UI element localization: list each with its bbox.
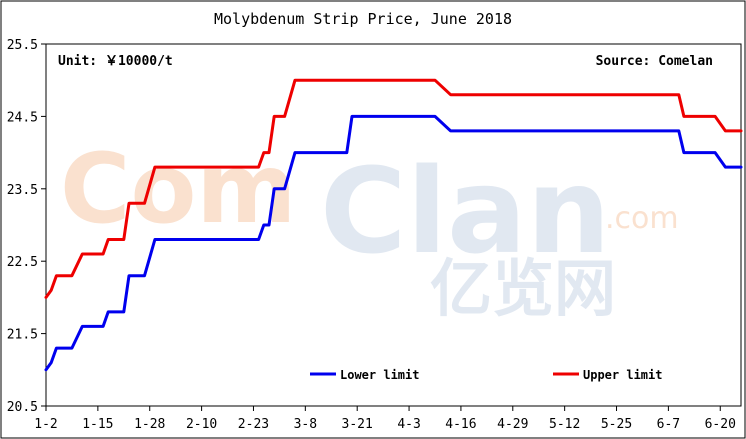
series-line-lower-limit	[44, 114, 743, 372]
series-line-upper-limit	[44, 78, 743, 299]
x-tick-label: 1-15	[82, 417, 113, 432]
source-label: Source: Comelan	[596, 54, 713, 69]
x-tick-label: 2-10	[186, 417, 217, 432]
x-tick-label: 6-7	[657, 417, 680, 432]
watermark-clan: Clan	[320, 142, 611, 280]
x-tick-label: 4-16	[445, 417, 476, 432]
series-group	[44, 78, 743, 372]
plot-area	[45, 43, 742, 407]
y-axis: 25.5 24.5 23.5 22.5 21.5 20.5	[7, 38, 46, 415]
watermark-domain: .com	[605, 201, 679, 236]
y-tick-label: 23.5	[7, 183, 38, 198]
y-tick-label: 21.5	[7, 328, 38, 343]
x-tick-label: 4-3	[397, 417, 420, 432]
watermark-com: Com	[60, 133, 296, 245]
y-tick-label: 25.5	[7, 38, 38, 53]
legend-label-lower: Lower limit	[340, 368, 419, 382]
x-tick-label: 5-25	[601, 417, 632, 432]
y-tick-label: 24.5	[7, 110, 38, 125]
y-tick-label: 20.5	[7, 400, 38, 415]
unit-label: Unit: ￥10000/t	[58, 54, 173, 69]
x-tick-label: 5-12	[549, 417, 580, 432]
x-tick-label: 1-28	[134, 417, 165, 432]
x-tick-label: 3-8	[294, 417, 317, 432]
x-tick-label: 3-21	[342, 417, 373, 432]
watermark: Com Clan .com 亿览网	[60, 133, 679, 325]
watermark-chinese: 亿览网	[430, 252, 616, 325]
x-tick-label: 2-23	[238, 417, 269, 432]
x-tick-label: 1-2	[34, 417, 57, 432]
x-tick-label: 4-29	[497, 417, 528, 432]
chart-title: Molybdenum Strip Price, June 2018	[214, 10, 512, 28]
legend: Lower limit Upper limit	[310, 368, 662, 382]
legend-label-upper: Upper limit	[583, 368, 662, 382]
x-tick-label: 6-20	[705, 417, 736, 432]
x-axis: 1-2 1-15 1-28 2-10 2-23 3-8 3-21 4-3 4-16 4-29 5-1…	[34, 406, 736, 432]
y-tick-label: 22.5	[7, 255, 38, 270]
